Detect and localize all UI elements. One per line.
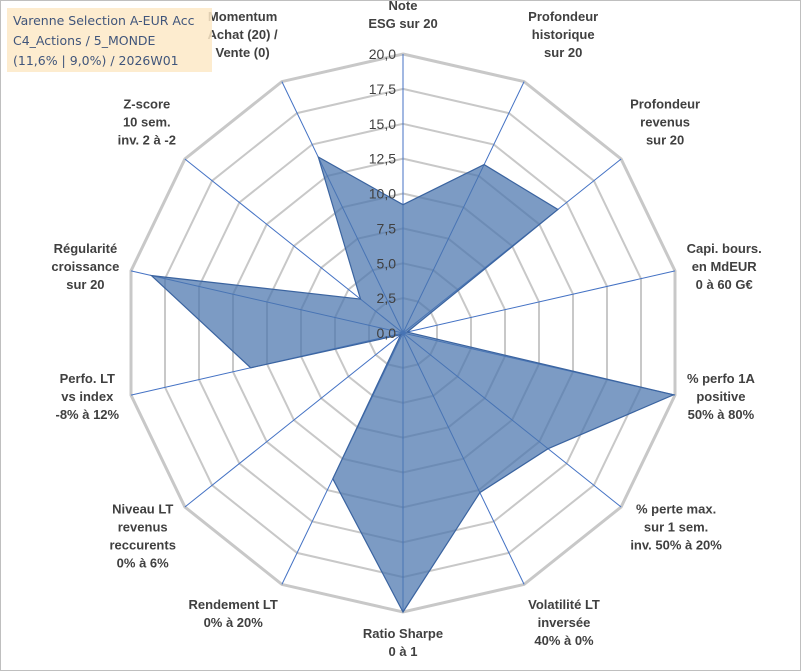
tick-label: 15,0: [369, 116, 396, 132]
axis-label-layer: Note ESG sur 20 Profondeur historique sur 20…: [51, 0, 761, 659]
tick-label: 12,5: [369, 151, 396, 167]
tick-label: 7,5: [377, 220, 397, 236]
axis-label-6: Volatilité LT inversée 40% à 0%: [528, 597, 600, 648]
svg-text:Rendement LT0% à 20%: Rendement LT 0% à 20%: [189, 597, 278, 630]
axis-spoke-9: [184, 332, 404, 508]
series-layer: [149, 155, 676, 614]
axis-label-5: % perte max. sur 1 sem. inv. 50% à 20%: [630, 502, 722, 553]
axis-label-13: Momentum Achat (20) / Vente (0): [208, 9, 278, 60]
tick-label: 10,0: [369, 186, 396, 202]
series-area: [149, 155, 676, 614]
axis-label-11: Régularité croissance sur 20: [51, 241, 119, 292]
axis-label-1: Profondeur historique sur 20: [528, 9, 598, 60]
tick-label: 2,5: [377, 290, 397, 306]
title-line-stats: (11,6% | 9,0%) / 2026W01: [13, 53, 179, 68]
axis-label-2: Profondeur revenus sur 20: [630, 96, 700, 147]
tick-label: 17,5: [369, 81, 396, 97]
tick-label: 0,0: [377, 325, 397, 341]
axis-label-9: Niveau LT revenus reccurents 0% à 6%: [109, 502, 175, 571]
svg-text:% perte max.sur 1 sem.inv. 50%: % perte max. sur 1 sem. inv. 50% à 20%: [630, 502, 722, 553]
chart-title-box: Varenne Selection A-EUR Acc C4_Actions /…: [7, 8, 212, 72]
title-line-fund: Varenne Selection A-EUR Acc: [13, 13, 195, 28]
axis-label-8: Rendement LT 0% à 20%: [189, 597, 278, 630]
title-line-category: C4_Actions / 5_MONDE: [13, 33, 156, 48]
axis-label-3: Capi. bours. en MdEUR 0 à 60 G€: [687, 241, 762, 292]
tick-label: 20,0: [369, 46, 396, 62]
axis-label-0: Note ESG sur 20: [368, 0, 437, 31]
axis-label-4: % perfo 1A positive 50% à 80%: [687, 371, 756, 422]
axis-spoke-3: [402, 270, 676, 334]
axis-label-7: Ratio Sharpe 0 à 1: [363, 626, 443, 659]
axis-label-10: Perfo. LT vs index -8% à 12%: [56, 371, 120, 422]
tick-label-layer: 0,0 2,5 5,0 7,5 10,0 12,5 15,0 17,5 20,0: [369, 46, 396, 341]
tick-label: 5,0: [377, 255, 397, 271]
axis-label-12: Z-score 10 sem. inv. 2 à -2: [118, 96, 176, 147]
